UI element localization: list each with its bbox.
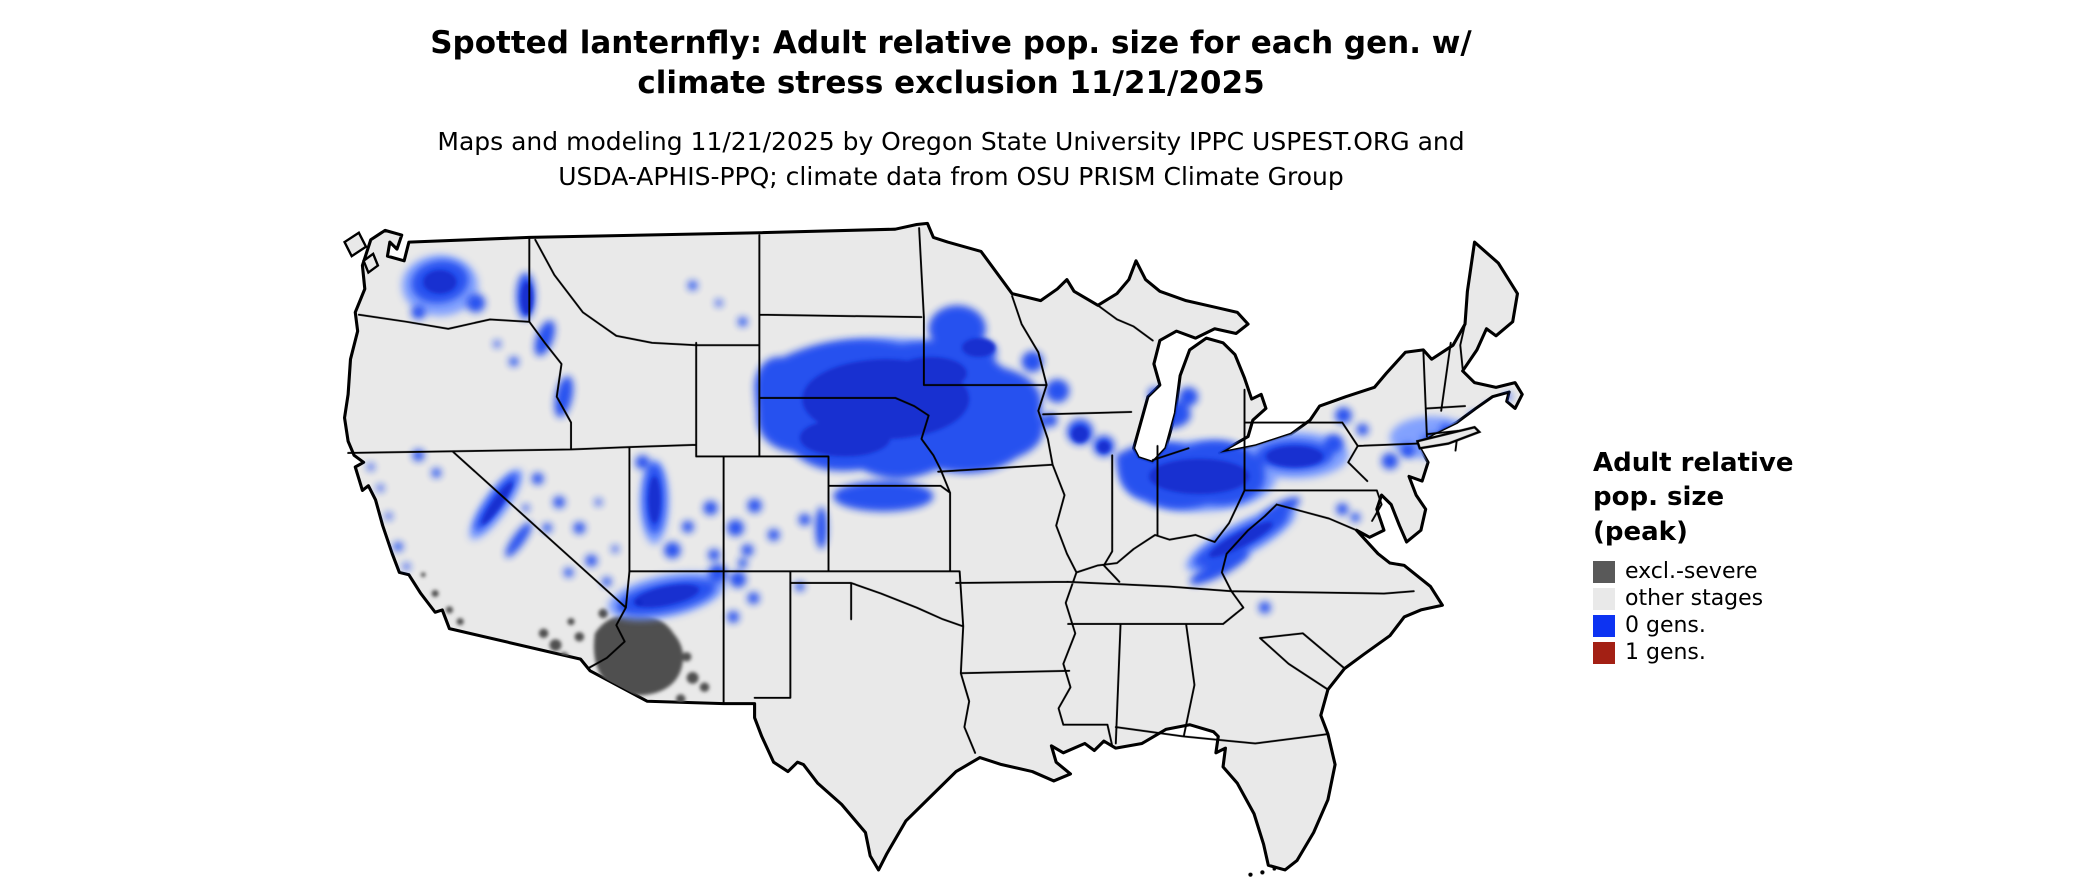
map-subtitle: Maps and modeling 11/21/2025 by Oregon S… [0,125,1902,194]
excl-severe-regions [420,572,710,704]
legend-title: Adult relative pop. size (peak) [1593,446,1853,549]
legend-title-line3: (peak) [1593,516,1688,547]
us-map-svg [342,221,1524,877]
state-borders [347,227,1471,754]
legend-title-line2: pop. size [1593,482,1725,513]
coastal-islands [342,231,380,275]
map-subtitle-line1: Maps and modeling 11/21/2025 by Oregon S… [437,127,1465,157]
legend-swatch-1-gens [1593,642,1615,665]
legend-title-line1: Adult relative [1593,448,1794,478]
legend-label-other-stages: other stages [1625,586,1764,612]
header: Spotted lanternfly: Adult relative pop. … [0,24,1902,194]
us-map [335,221,1527,877]
legend-items: excl.-severe other stages 0 gens. 1 gens… [1593,559,1853,667]
map-subtitle-line2: USDA-APHIS-PPQ; climate data from OSU PR… [558,161,1344,191]
map-title-line2: climate stress exclusion 11/21/2025 [637,64,1265,101]
legend-item-excl-severe: excl.-severe [1593,559,1853,586]
legend-label-excl-severe: excl.-severe [1625,559,1758,585]
legend-label-1-gens: 1 gens. [1625,640,1706,666]
legend-swatch-other-stages [1593,588,1615,611]
florida-keys [1248,867,1277,877]
legend-swatch-0-gens [1593,615,1615,638]
legend-item-1-gens: 1 gens. [1593,640,1853,667]
long-island [1415,425,1482,450]
legend-item-0-gens: 0 gens. [1593,613,1853,640]
legend-label-0-gens: 0 gens. [1625,613,1706,639]
map-title-line1: Spotted lanternfly: Adult relative pop. … [430,25,1472,61]
map-title: Spotted lanternfly: Adult relative pop. … [0,24,1902,103]
legend: Adult relative pop. size (peak) excl.-se… [1593,446,1853,667]
legend-swatch-excl-severe [1593,561,1615,584]
legend-item-other-stages: other stages [1593,586,1853,613]
